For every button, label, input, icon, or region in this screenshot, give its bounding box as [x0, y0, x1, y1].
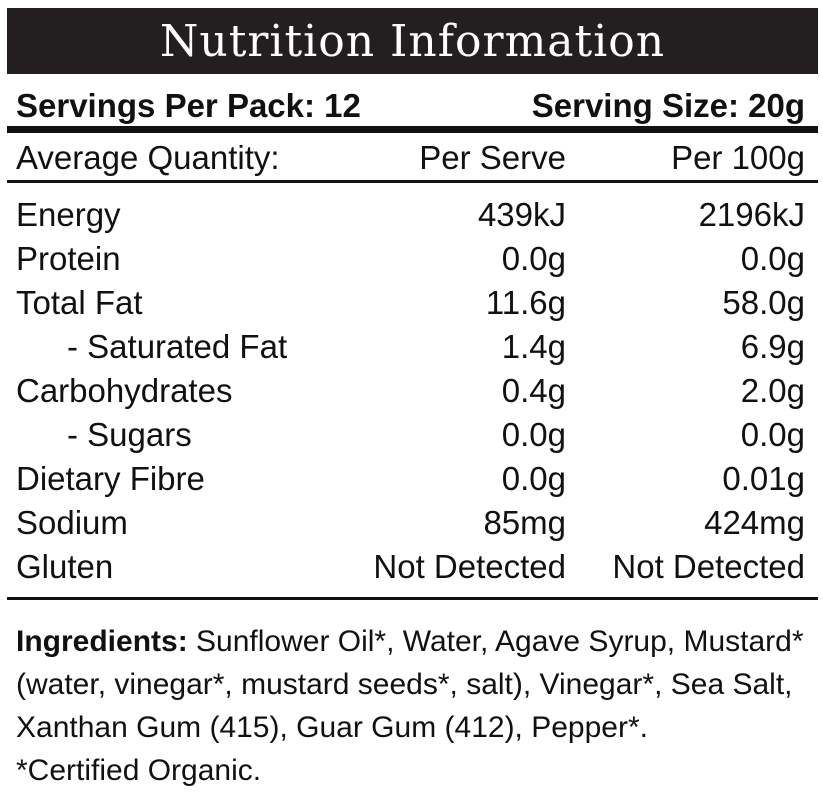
per-serve-value: 1.4g [501, 328, 566, 365]
nutrient-name: Sodium [16, 504, 128, 541]
header-per-serve: Per Serve [419, 139, 566, 176]
nutrient-name: Total Fat [16, 284, 143, 321]
header-average-quantity: Average Quantity: [16, 139, 280, 176]
table-row: Dietary Fibre 0.0g 0.01g [7, 457, 818, 501]
table-header: Average Quantity: Per Serve Per 100g [7, 136, 818, 180]
ingredients-label: Ingredients: [16, 625, 188, 658]
per-100g-value: 2.0g [740, 372, 805, 409]
table-row: Protein 0.0g 0.0g [7, 237, 818, 281]
table-row: Carbohydrates 0.4g 2.0g [7, 369, 818, 413]
thick-divider [7, 126, 818, 133]
per-100g-value: 58.0g [722, 284, 805, 321]
table-row: Total Fat 11.6g 58.0g [7, 281, 818, 325]
panel-title: Nutrition Information [7, 8, 818, 74]
header-per-100g: Per 100g [671, 139, 805, 176]
header-divider [7, 180, 818, 183]
nutrient-name: Protein [16, 240, 121, 277]
per-100g-value: 2196kJ [698, 196, 805, 233]
table-row: Energy 439kJ 2196kJ [7, 193, 818, 237]
per-100g-value: 0.0g [740, 240, 805, 277]
per-serve-value: 0.0g [501, 240, 566, 277]
ingredients-text: Sunflower Oil*, Water, Agave Syrup, Must… [16, 625, 804, 744]
organic-note: *Certified Organic. [16, 754, 262, 787]
nutrient-name: - Sugars [67, 416, 192, 453]
nutrient-name: Dietary Fibre [16, 460, 205, 497]
table-row: Gluten Not Detected Not Detected [7, 545, 818, 589]
table-row: Sodium 85mg 424mg [7, 501, 818, 545]
per-serve-value: 85mg [483, 504, 566, 541]
per-100g-value: 0.0g [740, 416, 805, 453]
serving-size: Serving Size: 20g [531, 87, 805, 124]
table-bottom-divider [7, 597, 818, 600]
per-serve-value: 0.4g [501, 372, 566, 409]
per-serve-value: 11.6g [485, 284, 566, 321]
nutrition-panel: Nutrition Information Servings Per Pack:… [7, 8, 818, 792]
table-row: - Sugars 0.0g 0.0g [7, 413, 818, 457]
ingredients-block: Ingredients: Sunflower Oil*, Water, Agav… [16, 620, 806, 792]
servings-per-pack: Servings Per Pack: 12 [16, 87, 361, 124]
table-row: - Saturated Fat 1.4g 6.9g [7, 325, 818, 369]
per-100g-value: 6.9g [740, 328, 805, 365]
per-100g-value: 424mg [704, 504, 805, 541]
per-100g-value: Not Detected [612, 548, 805, 585]
per-serve-value: 439kJ [477, 196, 566, 233]
nutrient-name: Carbohydrates [16, 372, 233, 409]
per-serve-value: 0.0g [501, 416, 566, 453]
per-100g-value: 0.01g [722, 460, 805, 497]
per-serve-value: Not Detected [373, 548, 566, 585]
nutrient-name: Energy [16, 196, 121, 233]
nutrient-name: Gluten [16, 548, 114, 585]
servings-row: Servings Per Pack: 12 Serving Size: 20g [7, 84, 818, 128]
per-serve-value: 0.0g [501, 460, 566, 497]
nutrient-name: - Saturated Fat [67, 328, 288, 365]
